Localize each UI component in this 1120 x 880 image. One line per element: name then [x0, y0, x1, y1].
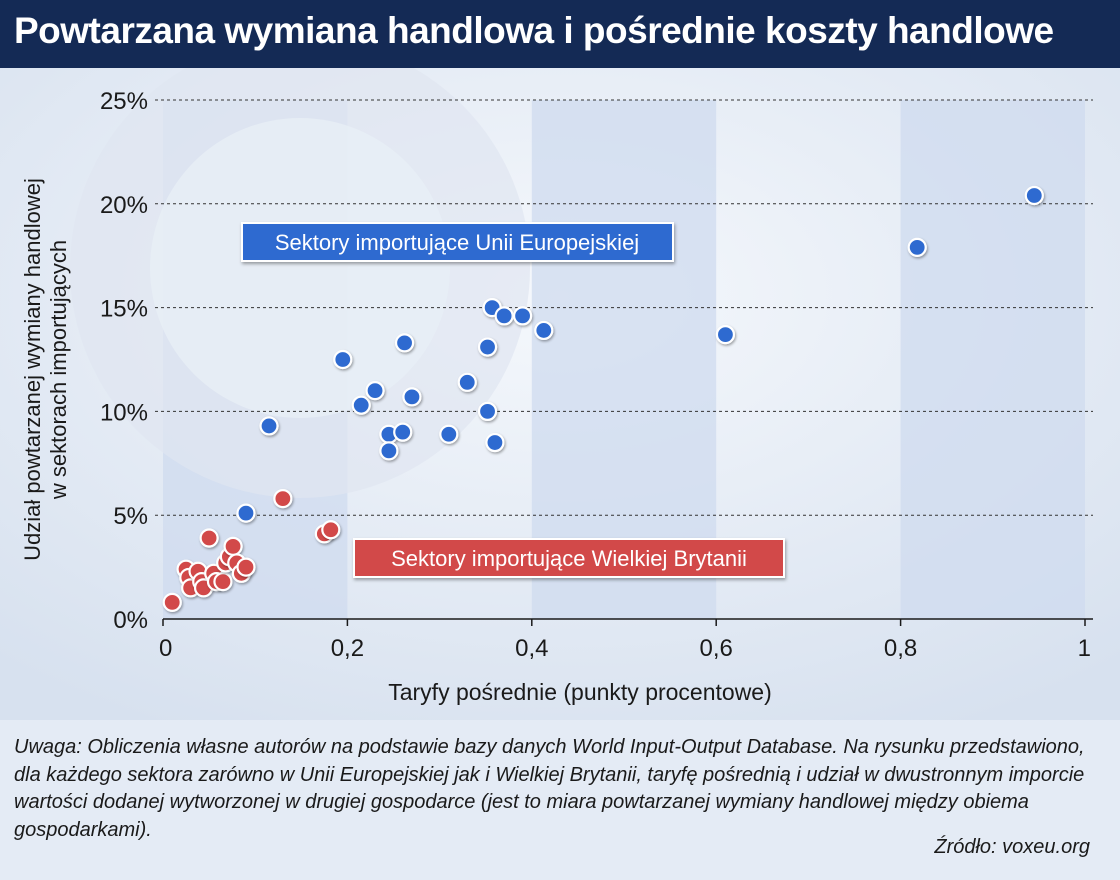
y-tick-label: 0%: [113, 607, 148, 634]
chart-title: Powtarzana wymiana handlowa i pośrednie …: [14, 10, 1054, 51]
y-tick-label: 25%: [100, 88, 148, 115]
source-credit: Źródło: voxeu.org: [934, 836, 1090, 858]
uk-data-point: [273, 488, 293, 509]
eu-data-point: [393, 422, 413, 442]
scatter-chart: 0% 5% 10% 15% 20% 25% 0 0,2 0,4 0,6 0,8 1 Udział p…: [0, 38, 1120, 720]
uk-data-point: [321, 520, 341, 540]
eu-data-point: [715, 324, 736, 345]
eu-data-point: [512, 306, 533, 326]
eu-data-point: [379, 441, 399, 461]
background-band: [531, 100, 717, 619]
uk-data-point: [236, 557, 256, 577]
x-tick-label: 0,2: [331, 635, 364, 662]
watermark-logo: [70, 38, 530, 498]
x-axis-label: Taryfy pośrednie (punkty procentowe): [388, 679, 772, 705]
eu-data-point: [351, 395, 371, 415]
chart-area: 0% 5% 10% 15% 20% 25% 0 0,2 0,4 0,6 0,8 1 Udział p…: [0, 38, 1120, 720]
x-tick-label: 0,6: [700, 635, 733, 662]
x-tick-label: 0,8: [884, 635, 917, 662]
y-axis-label-line1: Udział powtarzanej wymiany handlowej: [20, 178, 45, 561]
eu-data-point: [534, 320, 554, 341]
uk-data-point: [213, 572, 233, 592]
eu-data-point: [236, 503, 256, 523]
uk-data-point: [199, 528, 219, 548]
footnote-text: Uwaga: Obliczenia własne autorów na pods…: [14, 736, 1085, 841]
x-tick-label: 0,4: [515, 635, 548, 662]
eu-data-point: [477, 401, 498, 421]
eu-data-point: [365, 381, 385, 401]
eu-data-point: [457, 372, 477, 392]
label-eu-text: Sektory importujące Unii Europejskiej: [275, 230, 639, 255]
y-tick-label: 15%: [100, 296, 148, 323]
eu-data-point: [439, 424, 459, 444]
eu-data-point: [333, 349, 353, 370]
footnote: Uwaga: Obliczenia własne autorów na pods…: [14, 734, 1106, 844]
eu-data-point: [485, 432, 505, 453]
y-axis-label-line2: w sektorach importujących: [46, 240, 71, 500]
eu-data-point: [477, 337, 498, 357]
eu-data-point: [494, 306, 514, 326]
uk-data-point: [223, 536, 243, 556]
y-tick-label: 5%: [113, 503, 148, 530]
eu-data-point: [907, 237, 927, 257]
label-uk-importing-sectors: Sektory importujące Wielkiej Brytanii: [353, 538, 785, 578]
eu-data-point: [402, 387, 422, 407]
eu-data-point: [1024, 185, 1044, 206]
title-bar: Powtarzana wymiana handlowa i pośrednie …: [0, 0, 1120, 68]
eu-data-point: [394, 333, 415, 353]
x-tick-label: 0: [159, 635, 172, 662]
uk-data-point: [162, 592, 182, 612]
background-band: [900, 100, 1085, 619]
y-tick-label: 10%: [100, 399, 148, 426]
x-tick-label: 1: [1078, 635, 1091, 662]
label-eu-importing-sectors: Sektory importujące Unii Europejskiej: [241, 222, 674, 262]
eu-data-point: [259, 416, 279, 436]
label-uk-text: Sektory importujące Wielkiej Brytanii: [391, 546, 747, 571]
y-tick-label: 20%: [100, 192, 148, 219]
